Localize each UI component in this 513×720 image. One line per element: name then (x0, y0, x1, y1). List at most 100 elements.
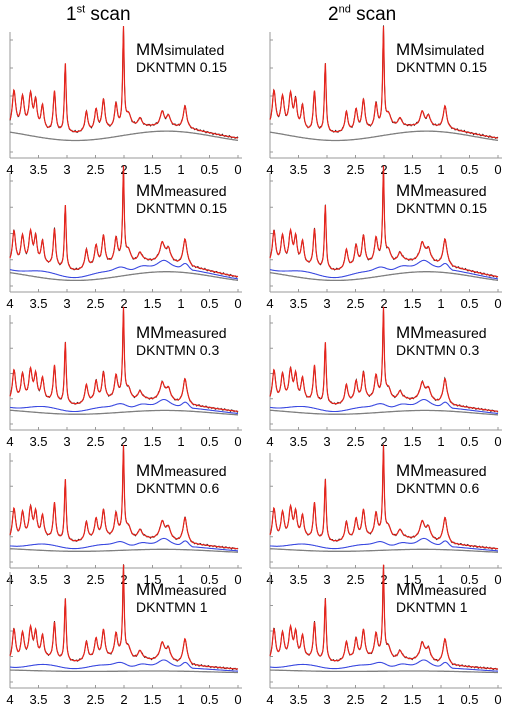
fitted-spectrum (9, 306, 239, 412)
panel-label-sub: DKNTMN 0.3 (396, 342, 479, 358)
x-tick-label: 1.5 (143, 692, 161, 707)
x-tick-label: 3.5 (29, 572, 47, 587)
baseline-curve (269, 130, 499, 142)
panel-label-main: MMmeasured (136, 181, 227, 200)
x-tick-label: 2.5 (346, 296, 364, 311)
x-tick-label: 3 (63, 162, 70, 177)
panel-label-sub: DKNTMN 0.15 (396, 200, 487, 216)
baseline-curve (9, 409, 238, 416)
macromolecule-curve (270, 659, 499, 672)
x-tick-label: 1 (177, 434, 184, 449)
x-tick-label: 2 (380, 692, 387, 707)
x-tick-label: 1.5 (143, 572, 161, 587)
x-tick-label: 3.5 (289, 434, 307, 449)
x-tick-label: 3.5 (29, 434, 47, 449)
panel-label-main: MMmeasured (396, 323, 487, 342)
fitted-spectrum (269, 564, 498, 670)
x-tick-label: 0 (234, 692, 241, 707)
x-tick-label: 1.5 (403, 692, 421, 707)
x-tick-label: 2.5 (346, 162, 364, 177)
x-tick-label: 2.5 (346, 692, 364, 707)
panel-label-sub: DKNTMN 0.3 (136, 342, 219, 358)
panel-label-main: MMsimulated (396, 40, 484, 59)
x-tick-label: 4 (266, 162, 273, 177)
x-tick-label: 0 (234, 162, 241, 177)
x-tick-label: 1.5 (403, 572, 421, 587)
x-tick-label: 4 (6, 162, 13, 177)
x-tick-label: 0 (494, 692, 501, 707)
fitted-spectrum (9, 165, 239, 278)
x-tick-label: 3 (323, 692, 330, 707)
x-tick-label: 0.5 (200, 162, 218, 177)
panel-label-sub: DKNTMN 0.15 (136, 200, 227, 216)
x-tick-label: 3 (323, 296, 330, 311)
x-tick-label: 3 (63, 296, 70, 311)
x-tick-label: 0 (234, 434, 241, 449)
x-tick-label: 1 (177, 692, 184, 707)
x-tick-label: 4 (6, 692, 13, 707)
x-tick-label: 2 (380, 296, 387, 311)
x-tick-label: 4 (6, 296, 13, 311)
x-tick-label: 0.5 (460, 692, 478, 707)
baseline-curve (270, 669, 498, 674)
fitted-spectrum (269, 306, 499, 412)
x-tick-label: 2.5 (86, 162, 104, 177)
panel-label-main: MMmeasured (396, 461, 487, 480)
x-tick-label: 3 (323, 434, 330, 449)
panel-label-main: MMmeasured (396, 580, 487, 599)
x-tick-label: 2.5 (86, 572, 104, 587)
fitted-spectrum (9, 564, 238, 670)
panel-label-sub: DKNTMN 1 (396, 599, 468, 615)
baseline-curve (9, 271, 238, 282)
macromolecule-curve (10, 659, 239, 672)
fitted-spectrum (269, 444, 498, 550)
x-tick-label: 0 (234, 296, 241, 311)
x-tick-label: 3 (63, 572, 70, 587)
x-tick-label: 1 (437, 434, 444, 449)
column-title-first-number: 1 (66, 4, 77, 25)
x-tick-label: 3.5 (289, 296, 307, 311)
x-tick-label: 2 (380, 434, 387, 449)
x-tick-label: 4 (266, 434, 273, 449)
x-tick-label: 1 (437, 572, 444, 587)
panel-label-sub: DKNTMN 0.15 (396, 59, 487, 75)
x-tick-label: 4 (266, 692, 273, 707)
x-tick-label: 0.5 (200, 692, 218, 707)
x-tick-label: 2.5 (346, 434, 364, 449)
x-tick-label: 0.5 (460, 296, 478, 311)
x-tick-label: 1 (177, 296, 184, 311)
x-tick-label: 0 (494, 162, 501, 177)
fitted-spectrum (269, 26, 499, 139)
x-tick-label: 3.5 (289, 692, 307, 707)
column-title-first-scan: 1st scan (66, 4, 131, 26)
panel-label-sub: DKNTMN 0.6 (136, 480, 219, 496)
x-tick-label: 1.5 (403, 296, 421, 311)
x-tick-label: 1.5 (403, 162, 421, 177)
column-title-first-text: scan (85, 4, 131, 25)
x-tick-label: 3.5 (289, 162, 307, 177)
x-tick-label: 3 (323, 572, 330, 587)
baseline-curve (9, 130, 239, 142)
x-tick-label: 0 (234, 572, 241, 587)
x-tick-label: 0.5 (460, 434, 478, 449)
x-tick-label: 0.5 (200, 434, 218, 449)
x-tick-label: 1 (437, 692, 444, 707)
x-tick-label: 1.5 (143, 162, 161, 177)
x-tick-label: 2.5 (86, 434, 104, 449)
x-tick-label: 0 (494, 296, 501, 311)
x-tick-label: 0 (494, 572, 501, 587)
x-tick-label: 2 (120, 296, 127, 311)
x-tick-label: 1 (177, 162, 184, 177)
panel-label-main: MMmeasured (136, 580, 227, 599)
x-tick-label: 0 (494, 434, 501, 449)
column-title-second-scan: 2nd scan (328, 4, 396, 26)
x-tick-label: 2.5 (86, 296, 104, 311)
x-tick-label: 1 (437, 162, 444, 177)
x-tick-label: 1.5 (143, 296, 161, 311)
column-title-second-text: scan (350, 4, 397, 25)
